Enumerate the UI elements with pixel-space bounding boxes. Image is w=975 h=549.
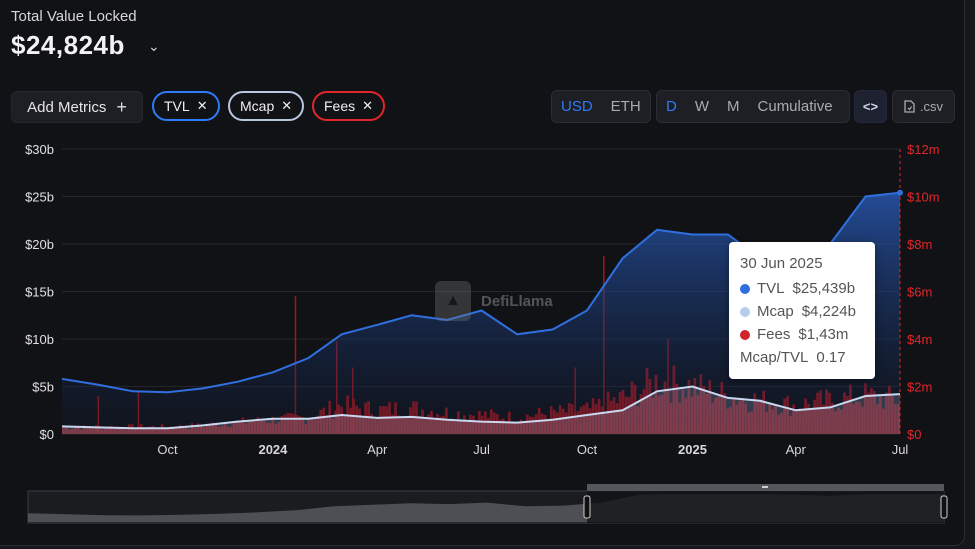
y-left-tick-label: $15b <box>25 285 54 300</box>
file-icon <box>904 100 915 113</box>
tooltip-fees-value: $1,43m <box>798 326 849 343</box>
period-d-button[interactable]: D <box>666 98 677 115</box>
mcap-line <box>61 385 901 430</box>
tooltip-fees-label: Fees <box>757 326 791 343</box>
range-brush[interactable] <box>0 482 975 530</box>
tvl-value[interactable]: $24,824b <box>11 30 125 60</box>
tooltip-mcap-label: Mcap <box>757 303 794 320</box>
y-right-tick-label: $0 <box>907 427 921 442</box>
y-left-tick-label: $5b <box>32 380 54 395</box>
tooltip-row-mcap: Mcap $4,224b <box>740 300 875 323</box>
tooltip-ratio-value: 0.17 <box>816 349 846 366</box>
x-tick-label: Oct <box>157 442 178 457</box>
period-w-button[interactable]: W <box>694 98 710 115</box>
tooltip-row-fees: Fees $1,43m <box>740 323 875 346</box>
y-left-tick-label: $0 <box>40 427 54 442</box>
x-tick-label: Jul <box>473 442 490 457</box>
tooltip-mcap-value: $4,224b <box>801 303 856 320</box>
x-tick-label: 2025 <box>678 442 707 457</box>
x-tick-label: Oct <box>577 442 598 457</box>
y-right-tick-label: $8m <box>907 237 932 252</box>
period-toggle: D W M Cumulative <box>656 90 850 123</box>
chip-tvl-label: TVL <box>164 98 190 114</box>
close-icon[interactable]: ✕ <box>196 98 208 113</box>
tooltip-tvl-value: $25,439b <box>792 280 856 297</box>
currency-toggle: USD ETH <box>551 90 651 123</box>
csv-button[interactable]: .csv <box>892 90 955 123</box>
add-metrics-label: Add Metrics <box>27 98 107 116</box>
y-right-tick-label: $6m <box>907 285 932 300</box>
tvl-dot-icon <box>740 283 750 294</box>
hover-point-tvl <box>897 189 903 196</box>
y-left-tick-label: $25b <box>25 190 54 205</box>
chip-fees-label: Fees <box>324 98 356 114</box>
chip-mcap[interactable]: Mcap ✕ <box>228 91 305 121</box>
x-tick-label: Jul <box>892 442 909 457</box>
chart-title: Total Value Locked <box>11 8 137 25</box>
brush-left-handle[interactable] <box>583 495 591 519</box>
defillama-watermark: ▲ DefiLlama <box>435 281 553 321</box>
chip-mcap-label: Mcap <box>240 98 275 114</box>
brush-selection[interactable] <box>587 491 944 523</box>
close-icon[interactable]: ✕ <box>362 98 374 113</box>
brush-right-handle[interactable] <box>940 495 948 519</box>
mcap-area <box>62 386 900 434</box>
watermark-text: DefiLlama <box>481 292 553 310</box>
tooltip-ratio-label: Mcap/TVL <box>740 349 809 366</box>
tooltip-date: 30 Jun 2025 <box>740 255 823 272</box>
csv-label: .csv <box>919 99 944 114</box>
tooltip-tvl-label: TVL <box>757 280 785 297</box>
chart-tooltip: 30 Jun 2025 TVL $25,439b Mcap $4,224b Fe… <box>729 242 875 379</box>
x-tick-label: 2024 <box>258 442 288 457</box>
period-cumulative-button[interactable]: Cumulative <box>757 98 833 115</box>
y-left-tick-label: $10b <box>25 332 54 347</box>
y-right-tick-label: $12m <box>907 142 940 157</box>
chip-fees[interactable]: Fees ✕ <box>312 91 386 121</box>
y-right-tick-label: $4m <box>907 332 932 347</box>
chevron-down-icon[interactable]: ⌄ <box>148 38 160 54</box>
chip-tvl[interactable]: TVL ✕ <box>152 91 220 121</box>
llama-logo-icon: ▲ <box>435 281 471 321</box>
currency-eth-button[interactable]: ETH <box>610 98 641 115</box>
x-tick-label: Apr <box>367 442 388 457</box>
y-left-tick-label: $30b <box>25 142 54 157</box>
code-icon[interactable]: <> <box>854 90 887 123</box>
fees-dot-icon <box>740 329 750 340</box>
y-right-tick-label: $2m <box>907 380 932 395</box>
tooltip-row-ratio: Mcap/TVL 0.17 <box>740 346 875 369</box>
x-tick-label: Apr <box>786 442 807 457</box>
brush-grip-icon[interactable] <box>762 486 768 488</box>
tooltip-row-tvl: TVL $25,439b <box>740 277 875 300</box>
tvl-chart[interactable]: $0 $5b $10b $15b $20b $25b $30b $0 $2m $4m $6m $8m $… <box>0 135 975 465</box>
y-left-tick-label: $20b <box>25 237 54 252</box>
currency-usd-button[interactable]: USD <box>561 98 593 115</box>
close-icon[interactable]: ✕ <box>281 98 293 113</box>
mcap-dot-icon <box>740 306 750 317</box>
add-metrics-button[interactable]: Add Metrics + <box>11 91 143 123</box>
y-right-tick-label: $10m <box>907 190 940 205</box>
plus-icon: + <box>116 96 127 117</box>
period-m-button[interactable]: M <box>727 98 740 115</box>
